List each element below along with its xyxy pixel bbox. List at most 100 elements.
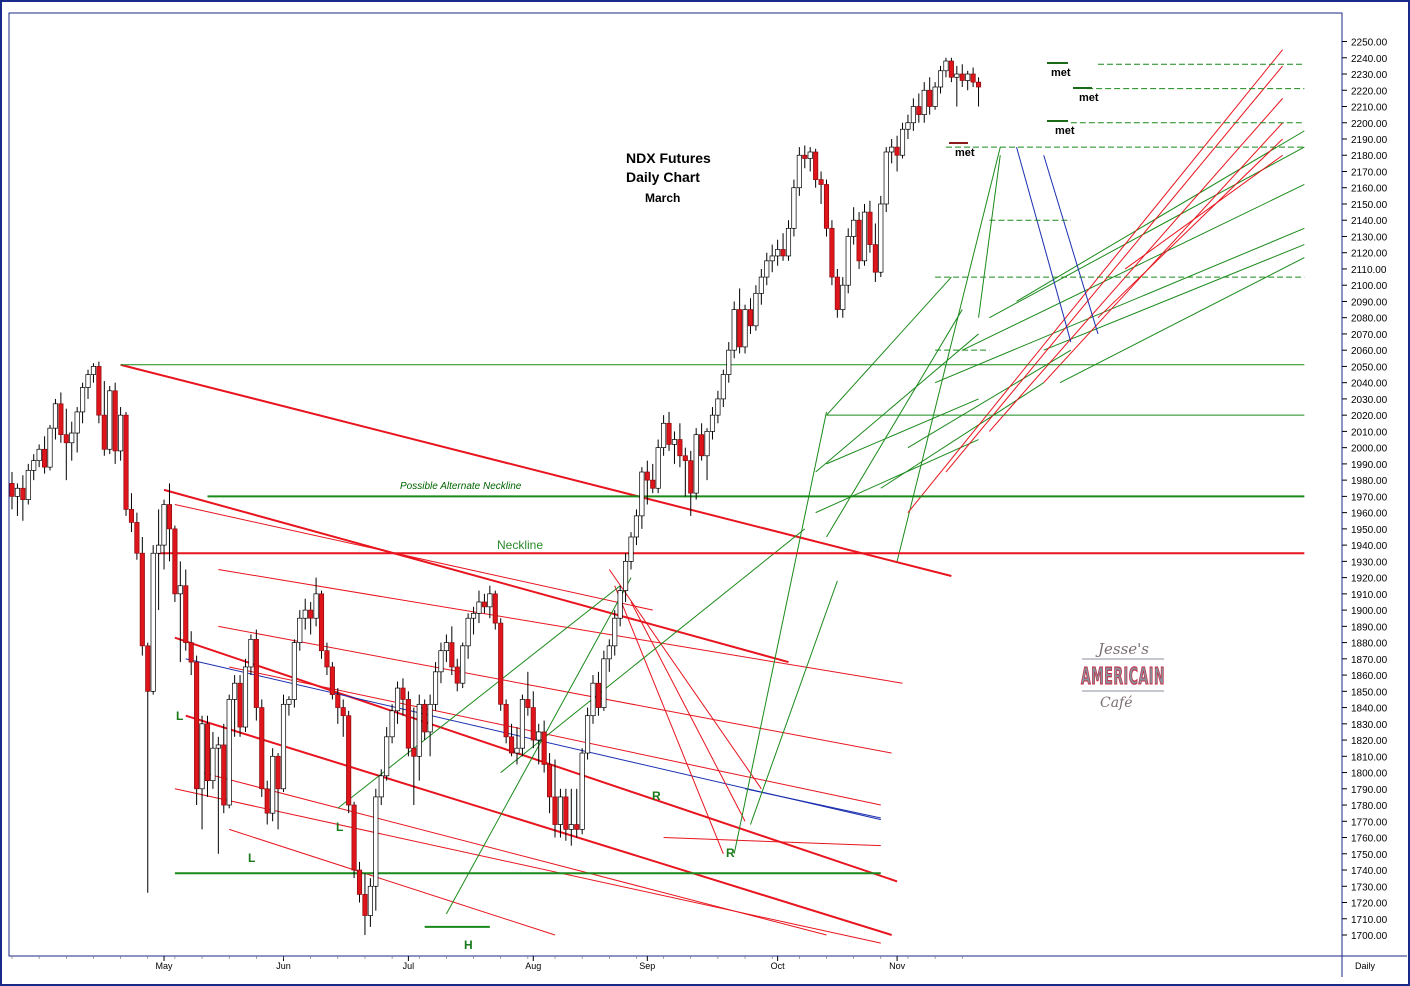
candle-body <box>693 434 699 494</box>
candle-body <box>232 682 238 700</box>
candle-body <box>90 366 97 375</box>
green-fan-line-10 <box>1059 257 1305 384</box>
candle-body <box>270 755 276 814</box>
contract-month: March <box>645 191 680 205</box>
candle-body <box>704 431 710 457</box>
logo-wordmark: AMERICAIN <box>1081 664 1165 690</box>
descending-channel-thin-3 <box>201 772 827 936</box>
candle-body <box>758 276 764 294</box>
y-tick-label: 1900.00 <box>1351 606 1388 617</box>
head-label: H <box>464 938 473 952</box>
candle-body <box>215 744 221 749</box>
candle-body <box>878 203 884 273</box>
descending-channel-line <box>174 504 653 611</box>
y-tick-label: 1880.00 <box>1351 639 1388 650</box>
candle-body <box>69 432 75 444</box>
candle-body <box>166 504 173 530</box>
candle-body <box>460 645 466 684</box>
candle-body <box>432 671 439 705</box>
candle-body <box>574 824 580 830</box>
candle-body <box>96 366 102 416</box>
candle-body <box>264 788 270 814</box>
left-shoulder-label-1: L <box>176 709 183 723</box>
candle-body <box>623 561 629 591</box>
red-rising-channel-5 <box>1124 154 1283 270</box>
candle-body <box>688 460 694 494</box>
green-fan-line-7 <box>989 146 1305 319</box>
candle-body <box>248 638 254 668</box>
candle-body <box>400 687 406 700</box>
candle-body <box>666 422 672 445</box>
target-met-label-3: met <box>1079 92 1099 104</box>
candle-body <box>210 747 216 782</box>
x-tick-label: May <box>156 961 174 971</box>
y-tick-label: 1950.00 <box>1351 525 1388 536</box>
green-fan-line-0 <box>815 439 979 514</box>
candle-body <box>612 617 618 647</box>
candle-body <box>682 455 688 461</box>
candle-body <box>145 645 151 692</box>
green-fan-line-9 <box>1043 244 1305 351</box>
green-fan-line-2 <box>826 398 979 465</box>
candle-body <box>42 448 48 468</box>
candle-body <box>52 403 58 429</box>
y-tick-label: 2030.00 <box>1351 395 1388 406</box>
y-tick-label: 1810.00 <box>1351 752 1388 763</box>
candle-body <box>416 703 422 757</box>
candle-body <box>536 731 542 741</box>
candle-body <box>547 764 553 798</box>
candle-body <box>58 403 64 436</box>
candle-body <box>465 617 471 647</box>
green-fan-line-4 <box>907 349 1072 449</box>
candle-body <box>498 622 504 705</box>
candle-body <box>487 593 493 608</box>
candle-body <box>509 736 515 754</box>
candle-body <box>150 552 156 692</box>
candle-body <box>188 642 194 663</box>
y-tick-label: 1780.00 <box>1351 801 1388 812</box>
y-tick-label: 1700.00 <box>1351 931 1388 942</box>
chart-title: NDX Futures <box>626 150 711 166</box>
y-tick-label: 1800.00 <box>1351 769 1388 780</box>
candle-body <box>872 244 878 273</box>
y-tick-label: 2230.00 <box>1351 70 1388 81</box>
blue-pullback-line-2 <box>1043 155 1099 335</box>
left-shoulder-label-2: L <box>248 851 255 865</box>
candle-body <box>297 617 303 643</box>
candle-body <box>910 106 916 124</box>
rising-line-green-7 <box>826 309 963 538</box>
descending-channel-thin-1 <box>218 625 892 754</box>
candle-body <box>927 89 933 107</box>
y-tick-label: 2130.00 <box>1351 232 1388 243</box>
y-tick-label: 2210.00 <box>1351 103 1388 114</box>
y-tick-label: 1760.00 <box>1351 834 1388 845</box>
candle-body <box>644 471 650 481</box>
descending-channel-thin-0 <box>218 568 903 684</box>
y-tick-label: 2140.00 <box>1351 216 1388 227</box>
candle-body <box>112 390 118 452</box>
candle-body <box>204 723 211 782</box>
candle-body <box>340 707 346 717</box>
candle-body <box>834 276 840 310</box>
candle-body <box>411 747 417 757</box>
candle-body <box>921 89 927 115</box>
y-tick-label: 1830.00 <box>1351 720 1388 731</box>
alt-neckline-label: Possible Alternate Neckline <box>400 481 522 492</box>
y-tick-label: 2190.00 <box>1351 135 1388 146</box>
red-rising-channel-4 <box>1097 138 1283 319</box>
candle-body <box>541 731 547 765</box>
candle-body <box>118 414 124 452</box>
candle-body <box>74 411 80 434</box>
candle-body <box>101 414 107 450</box>
y-tick-label: 2080.00 <box>1351 314 1388 325</box>
candle-body <box>840 284 846 310</box>
candle-body <box>324 650 330 668</box>
candle-body <box>194 661 200 790</box>
candle-body <box>883 151 889 205</box>
candle-body <box>856 219 862 262</box>
y-tick-label: 2050.00 <box>1351 362 1388 373</box>
y-tick-label: 2250.00 <box>1351 38 1388 49</box>
candle-body <box>449 642 455 668</box>
candle-body <box>845 236 851 286</box>
candles <box>9 57 982 935</box>
